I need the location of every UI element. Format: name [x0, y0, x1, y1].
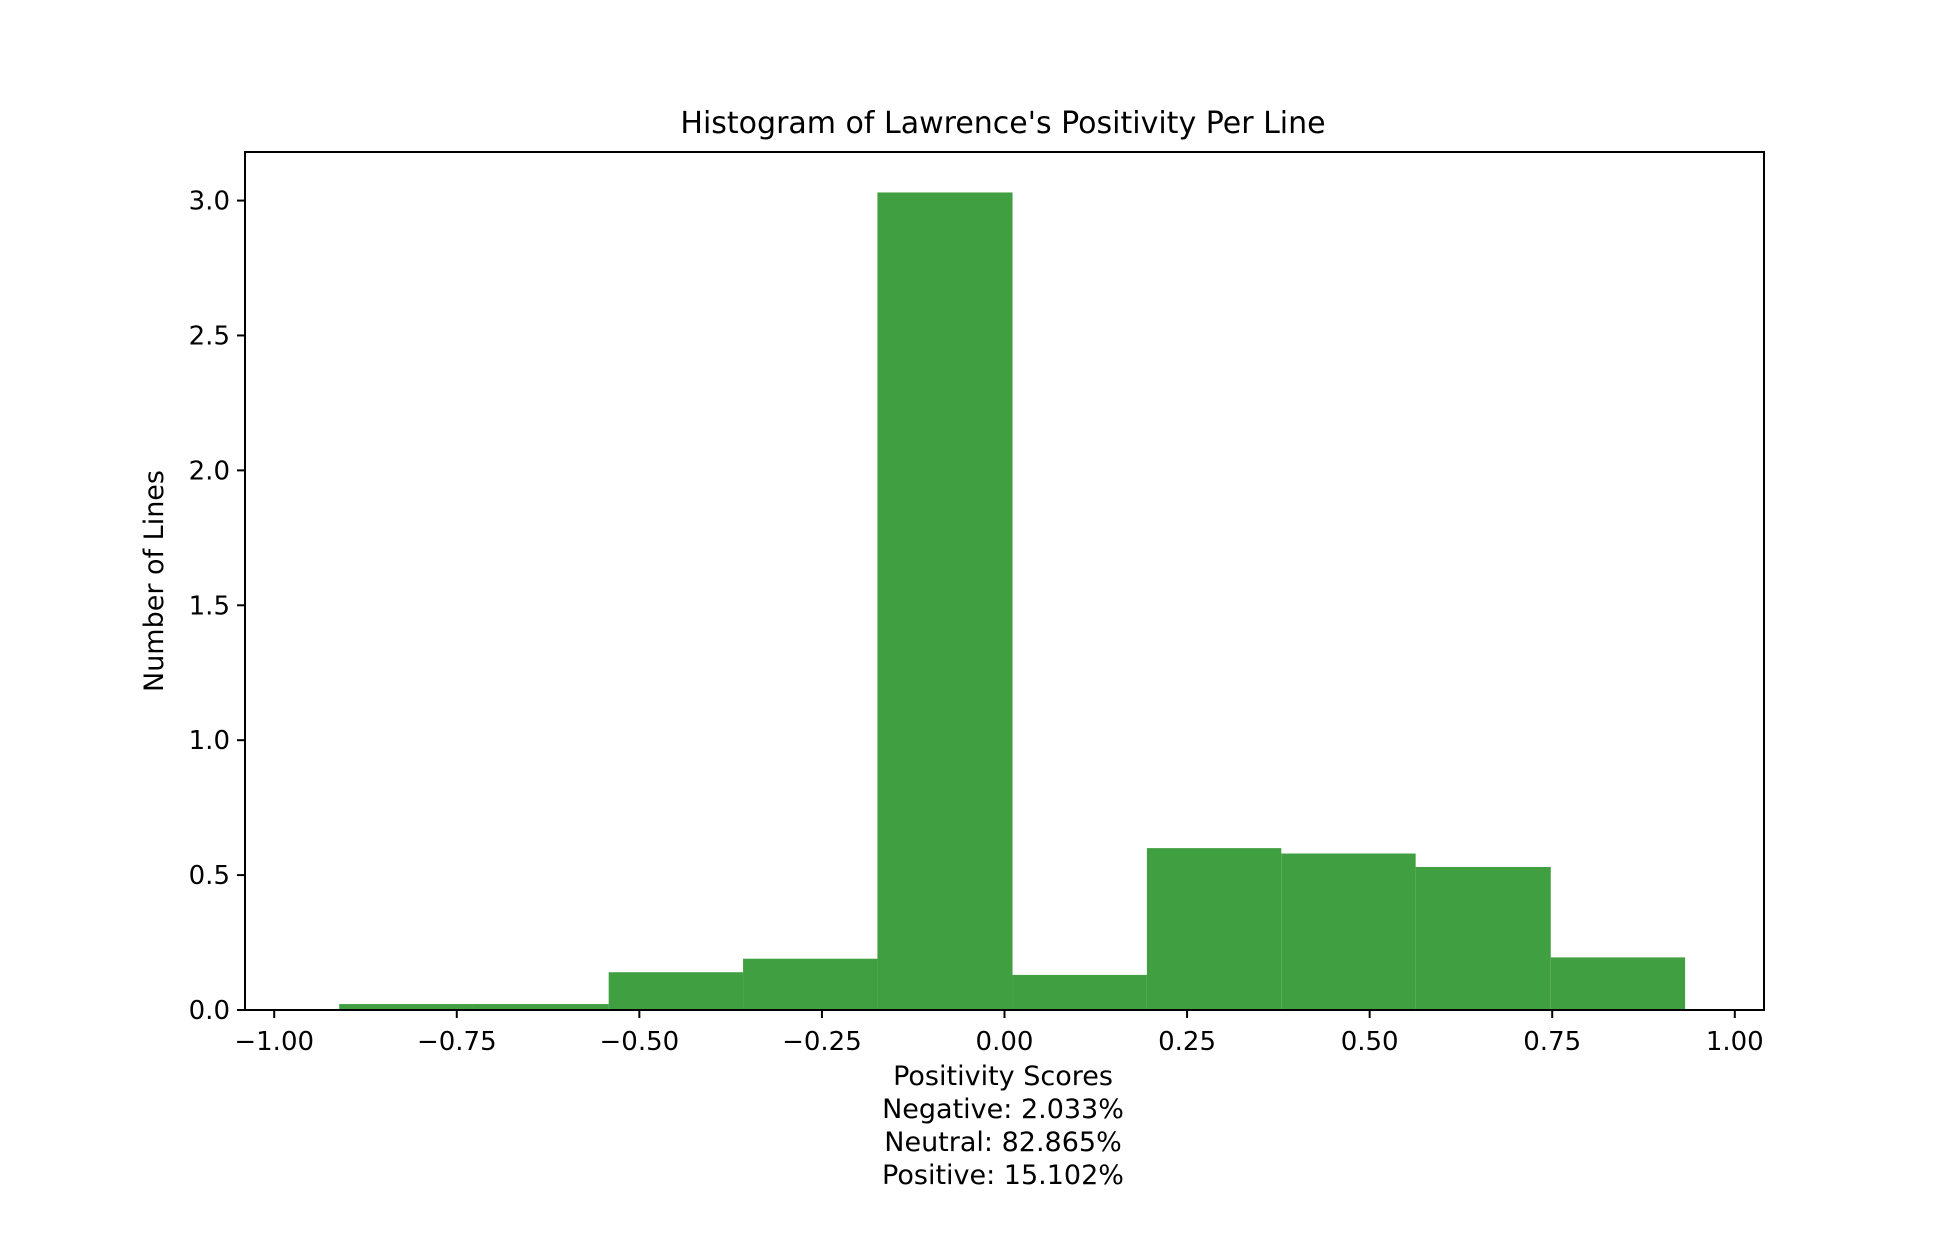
x-tick-label: −0.75	[417, 1027, 497, 1057]
x-axis-label-line: Negative: 2.033%	[882, 1094, 1124, 1125]
histogram-bar	[743, 958, 878, 1010]
x-axis-label-line: Positivity Scores	[893, 1061, 1113, 1092]
y-axis-label: Number of Lines	[139, 470, 170, 692]
y-tick-label: 1.5	[189, 591, 230, 621]
y-tick-label: 2.5	[189, 321, 230, 351]
chart-title: Histogram of Lawrence's Positivity Per L…	[680, 106, 1325, 141]
histogram-bar	[1281, 853, 1416, 1010]
x-axis: −1.00 −0.75 −0.50 −0.25 0.00 0.25 0.50 0.75 1.00	[234, 1010, 1764, 1057]
x-tick-label: 1.00	[1706, 1027, 1764, 1057]
x-axis-label-line: Positive: 15.102%	[882, 1160, 1124, 1191]
y-tick-label: 3.0	[189, 187, 230, 217]
histogram-bar	[1550, 957, 1686, 1010]
x-tick-label: −0.50	[600, 1027, 680, 1057]
y-tick-label: 0.0	[189, 996, 230, 1026]
histogram-bar	[1012, 974, 1147, 1010]
y-tick-label: 2.0	[189, 456, 230, 486]
x-tick-label: −0.25	[782, 1027, 862, 1057]
x-tick-label: 0.00	[976, 1027, 1034, 1057]
x-tick-label: 0.25	[1158, 1027, 1216, 1057]
y-tick-label: 1.0	[189, 726, 230, 756]
y-axis: 0.0 0.5 1.0 1.5 2.0 2.5 3.0	[189, 187, 245, 1026]
histogram-bar	[608, 972, 744, 1010]
x-tick-label: 0.50	[1341, 1027, 1399, 1057]
bars-group	[339, 192, 1686, 1011]
histogram-bar	[473, 1004, 609, 1010]
x-axis-label-line: Neutral: 82.865%	[884, 1127, 1121, 1158]
histogram-bar	[1415, 867, 1551, 1010]
histogram-bar	[877, 192, 1013, 1011]
histogram-bar	[1146, 848, 1282, 1010]
x-tick-label: 0.75	[1523, 1027, 1581, 1057]
histogram-bar	[339, 1004, 474, 1010]
y-tick-label: 0.5	[189, 861, 230, 891]
x-tick-label: −1.00	[234, 1027, 314, 1057]
